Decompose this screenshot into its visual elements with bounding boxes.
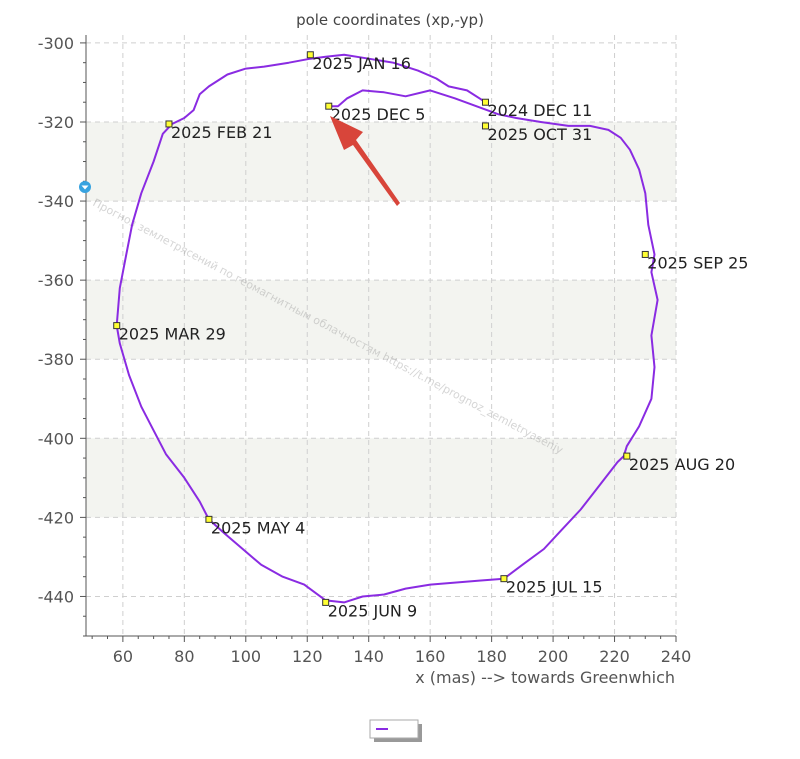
red-arrow-icon	[330, 116, 400, 206]
x-tick-label: 220	[599, 647, 630, 666]
side-handle-icon[interactable]	[79, 181, 91, 193]
date-marker	[113, 322, 121, 330]
y-tick-label: -300	[38, 34, 74, 53]
y-tick-label: -420	[38, 508, 74, 527]
x-tick-label: 180	[476, 647, 507, 666]
series-group	[115, 53, 659, 604]
x-tick-label: 120	[292, 647, 323, 666]
legend	[369, 719, 422, 742]
date-marker	[481, 122, 489, 130]
plot-grid	[86, 35, 677, 636]
plot-band-2	[86, 438, 676, 518]
date-label: 2025 OCT 31	[487, 125, 592, 144]
date-marker	[306, 51, 314, 59]
date-label: 2025 MAY 4	[211, 518, 305, 537]
plot-band-1	[86, 280, 676, 360]
y-tick-label: -400	[38, 429, 74, 448]
x-tick-label: 240	[661, 647, 692, 666]
x-axis-label: x (mas) --> towards Greenwhich	[415, 668, 675, 687]
x-tick-labels: 60 80 100 120 140 160 180 200 220 240	[113, 647, 692, 666]
date-labels: 2024 DEC 11 2025 JAN 16 2025 FEB 21 2025 MA…	[119, 54, 749, 621]
date-label: 2025 SEP 25	[647, 253, 748, 272]
plot-axes	[80, 35, 677, 642]
date-marker	[623, 452, 631, 460]
y-tick-labels: -300 -320 -340 -360 -380 -400 -420 -440	[38, 34, 74, 607]
y-tick-label: -360	[38, 271, 74, 290]
series-line-0	[115, 53, 659, 604]
date-marker	[165, 120, 173, 128]
y-tick-label: -340	[38, 192, 74, 211]
date-label: 2025 DEC 5	[331, 105, 426, 124]
date-label: 2025 AUG 20	[629, 455, 735, 474]
date-marker	[641, 250, 649, 258]
date-label: 2025 JAN 16	[312, 54, 411, 73]
x-tick-label: 140	[353, 647, 384, 666]
y-tick-label: -440	[38, 587, 74, 606]
date-marker	[205, 515, 213, 523]
date-markers	[113, 51, 649, 606]
date-label: 2025 JUL 15	[506, 578, 603, 597]
x-tick-label: 160	[415, 647, 446, 666]
chart-title: pole coordinates (xp,-yp)	[296, 11, 484, 29]
date-marker	[322, 598, 330, 606]
date-label: 2025 MAR 29	[119, 325, 226, 344]
date-marker	[481, 98, 489, 106]
x-tick-label: 200	[538, 647, 569, 666]
date-marker	[500, 575, 508, 583]
y-tick-label: -380	[38, 350, 74, 369]
y-tick-label: -320	[38, 113, 74, 132]
date-label: 2025 FEB 21	[171, 123, 273, 142]
date-label: 2025 JUN 9	[328, 601, 417, 620]
annotation-arrow	[330, 116, 400, 206]
x-tick-label: 100	[231, 647, 262, 666]
x-tick-label: 80	[174, 647, 194, 666]
date-marker	[325, 102, 333, 110]
x-tick-label: 60	[113, 647, 133, 666]
date-label: 2024 DEC 11	[487, 101, 592, 120]
